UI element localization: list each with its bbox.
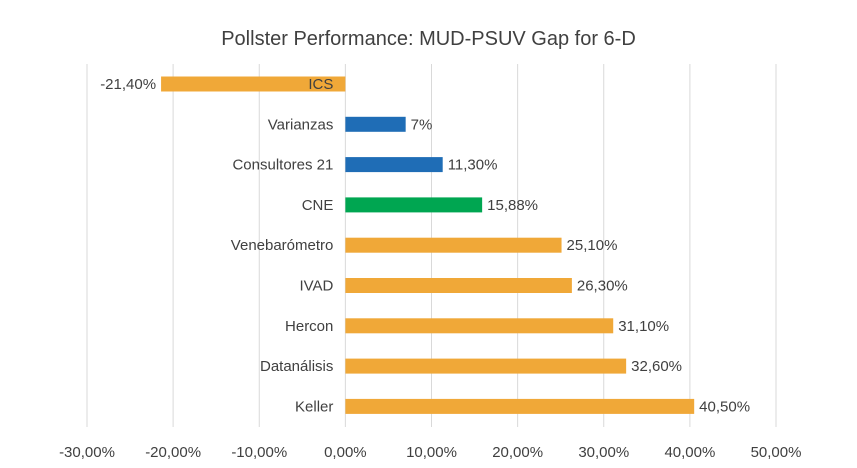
category-label: Datanálisis [260,358,333,375]
bar [345,237,562,253]
bar [345,398,695,414]
bar [345,358,627,374]
data-label: -21,40% [100,76,156,93]
x-tick-label: 20,00% [492,444,543,461]
data-label: 31,10% [618,318,669,335]
category-label: CNE [302,197,334,214]
data-label: 7% [411,116,433,133]
category-label: Varianzas [268,116,334,133]
data-label: 40,50% [699,398,750,415]
x-tick-label: 50,00% [751,444,802,461]
bar [345,318,614,334]
x-tick-label: 40,00% [664,444,715,461]
category-label: Venebarómetro [231,237,334,254]
data-label: 11,30% [448,157,498,174]
x-tick-label: 30,00% [578,444,629,461]
category-label: Consultores 21 [232,157,333,174]
category-label: Hercon [285,318,333,335]
category-label: ICS [308,76,333,93]
x-tick-label: -30,00% [59,444,115,461]
bar [161,76,346,92]
x-tick-label: -20,00% [145,444,201,461]
data-label: 26,30% [577,278,628,295]
category-label: IVAD [299,278,333,295]
category-label: Keller [295,398,333,415]
bar [345,116,406,132]
bar [345,278,572,293]
data-label: 25,10% [567,237,618,254]
x-tick-label: -10,00% [231,444,287,461]
bar [345,197,483,213]
chart-title: Pollster Performance: MUD-PSUV Gap for 6… [221,28,636,50]
data-label: 15,88% [487,197,538,214]
data-label: 32,60% [631,358,682,375]
x-tick-label: 0,00% [324,444,367,461]
x-tick-label: 10,00% [406,444,457,461]
bar [345,157,443,173]
